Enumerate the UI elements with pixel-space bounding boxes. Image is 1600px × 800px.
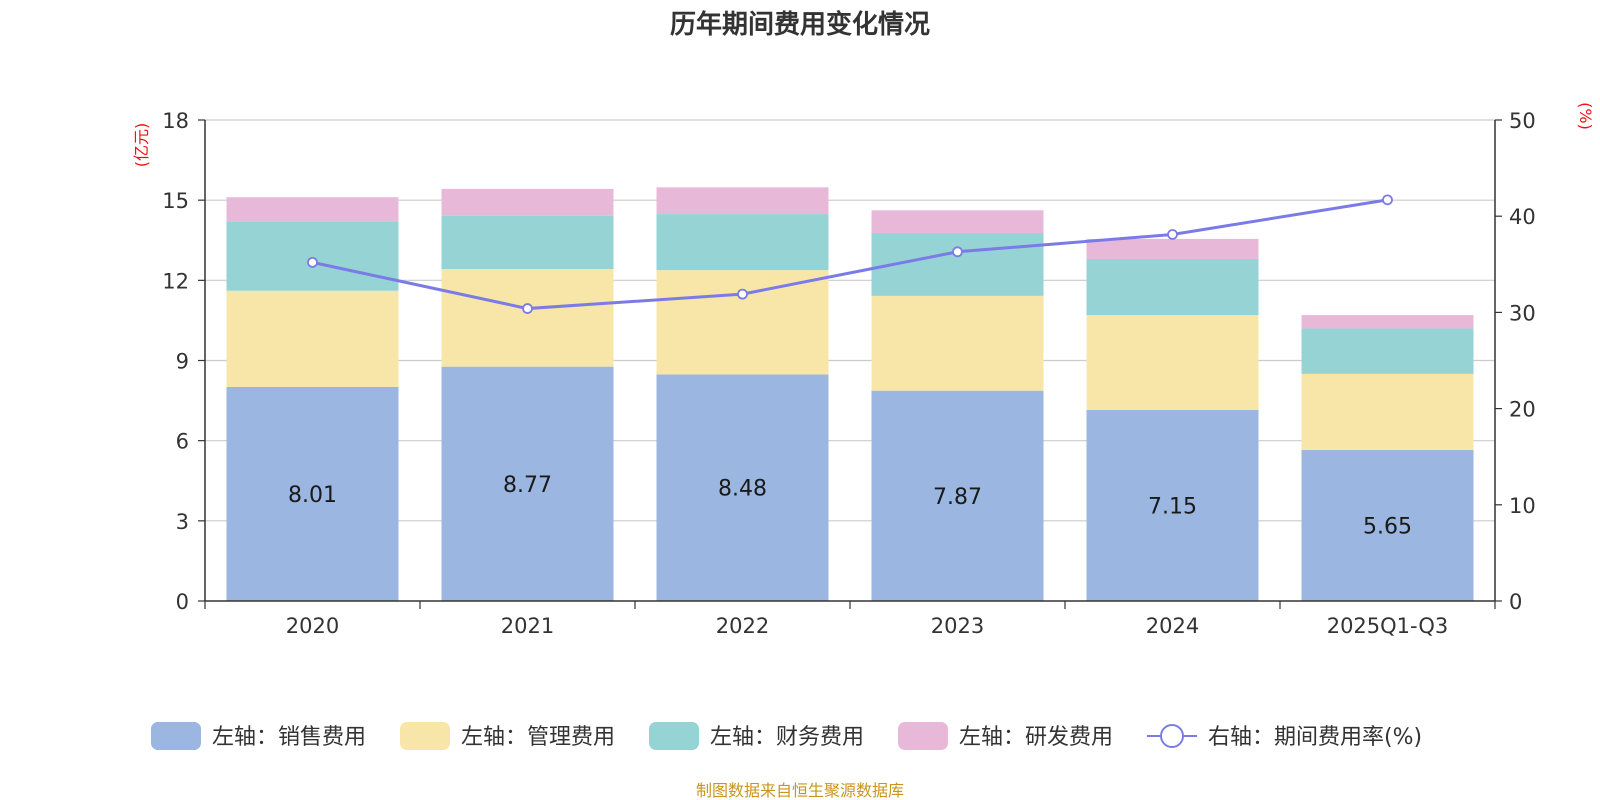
bar-value-label: 7.15 <box>1148 494 1197 519</box>
legend-label: 左轴：财务费用 <box>710 725 864 750</box>
x-tick-label: 2023 <box>931 614 984 638</box>
right-tick-label: 30 <box>1509 301 1536 325</box>
legend-item: 左轴：研发费用 <box>898 722 1113 750</box>
left-tick-label: 12 <box>162 269 189 293</box>
legend-label: 左轴：研发费用 <box>959 725 1113 750</box>
chart-title: 历年期间费用变化情况 <box>670 9 930 40</box>
x-tick-label: 2024 <box>1146 614 1199 638</box>
x-tick-label: 2022 <box>716 614 769 638</box>
bar-segment <box>1086 258 1259 316</box>
legend-item: 右轴：期间费用率(%) <box>1147 724 1422 750</box>
bar-segment <box>441 188 614 216</box>
legend-label: 右轴：期间费用率(%) <box>1208 725 1422 750</box>
legend-swatch <box>649 722 699 750</box>
bar-segment <box>1301 315 1474 329</box>
rate-point <box>1382 194 1393 206</box>
bar-segment <box>226 197 399 222</box>
bar-segment <box>656 374 829 601</box>
rate-point <box>1167 229 1178 240</box>
legend-item: 左轴：财务费用 <box>649 722 864 750</box>
legend-marker <box>1160 724 1184 748</box>
bar-segment <box>226 290 399 387</box>
bar-segment <box>441 366 614 601</box>
left-tick-label: 6 <box>176 430 189 454</box>
bar-segment <box>656 214 829 271</box>
legend-item: 左轴：管理费用 <box>400 722 615 750</box>
grid-lines <box>205 119 1495 522</box>
legend-item: 左轴：销售费用 <box>151 722 366 750</box>
bar-segment <box>656 187 829 215</box>
rate-point <box>737 288 748 300</box>
bar-segment <box>656 270 829 375</box>
bar-segment <box>441 215 614 270</box>
rate-line-series <box>307 194 1393 314</box>
left-tick-label: 18 <box>162 109 189 133</box>
bar-segment <box>1301 373 1474 451</box>
bar-value-label: 8.01 <box>288 483 337 508</box>
bar-segment <box>1086 315 1259 410</box>
rate-line <box>312 198 1388 311</box>
legend-label: 左轴：管理费用 <box>461 725 615 750</box>
bar-segment <box>1301 328 1474 374</box>
right-tick-label: 50 <box>1509 109 1536 133</box>
bar-segment <box>1086 238 1259 259</box>
bar-segment <box>226 386 399 601</box>
axes: 0 3 6 9 12 15 18 0 10 20 30 40 50 2020 2021 2022 2023 202… <box>132 102 1595 638</box>
bar-value-label: 7.87 <box>933 485 982 510</box>
right-axis-unit: (%) <box>1576 102 1595 130</box>
source-note: 制图数据来自恒生聚源数据库 <box>696 781 904 800</box>
bar-value-label: 8.77 <box>503 473 552 498</box>
left-tick-label: 9 <box>176 350 189 374</box>
legend-swatch <box>400 722 450 750</box>
left-tick-label: 3 <box>176 510 189 534</box>
bar-segment <box>1086 409 1259 601</box>
legend-swatch <box>898 722 948 750</box>
right-tick-label: 10 <box>1509 494 1536 518</box>
x-tick-label: 2021 <box>501 614 554 638</box>
rate-point <box>522 303 533 314</box>
rate-point <box>307 256 318 268</box>
legend-swatch <box>151 722 201 750</box>
bar-value-label: 8.48 <box>718 477 767 502</box>
right-tick-label: 40 <box>1509 205 1536 229</box>
right-tick-label: 0 <box>1509 590 1522 614</box>
x-tick-label: 2020 <box>286 614 339 638</box>
bar-segment <box>871 295 1044 391</box>
left-axis-unit: (亿元) <box>132 123 151 168</box>
left-tick-label: 0 <box>176 590 189 614</box>
bar-series: 8.01 8.77 8.48 7.87 7.15 5.65 <box>226 187 1474 601</box>
legend-label: 左轴：销售费用 <box>212 725 366 750</box>
x-tick-label: 2025Q1-Q3 <box>1327 614 1449 638</box>
rate-point <box>952 246 963 258</box>
bar-segment <box>1301 450 1474 601</box>
left-tick-label: 15 <box>162 189 189 213</box>
legend: 左轴：销售费用 左轴：管理费用 左轴：财务费用 左轴：研发费用 右轴：期间费用率(%) <box>151 722 1422 750</box>
bar-segment <box>226 221 399 291</box>
bar-value-label: 5.65 <box>1363 515 1412 540</box>
right-tick-label: 20 <box>1509 398 1536 422</box>
bar-segment <box>441 269 614 367</box>
bar-segment <box>871 210 1044 234</box>
bar-segment <box>871 390 1044 601</box>
